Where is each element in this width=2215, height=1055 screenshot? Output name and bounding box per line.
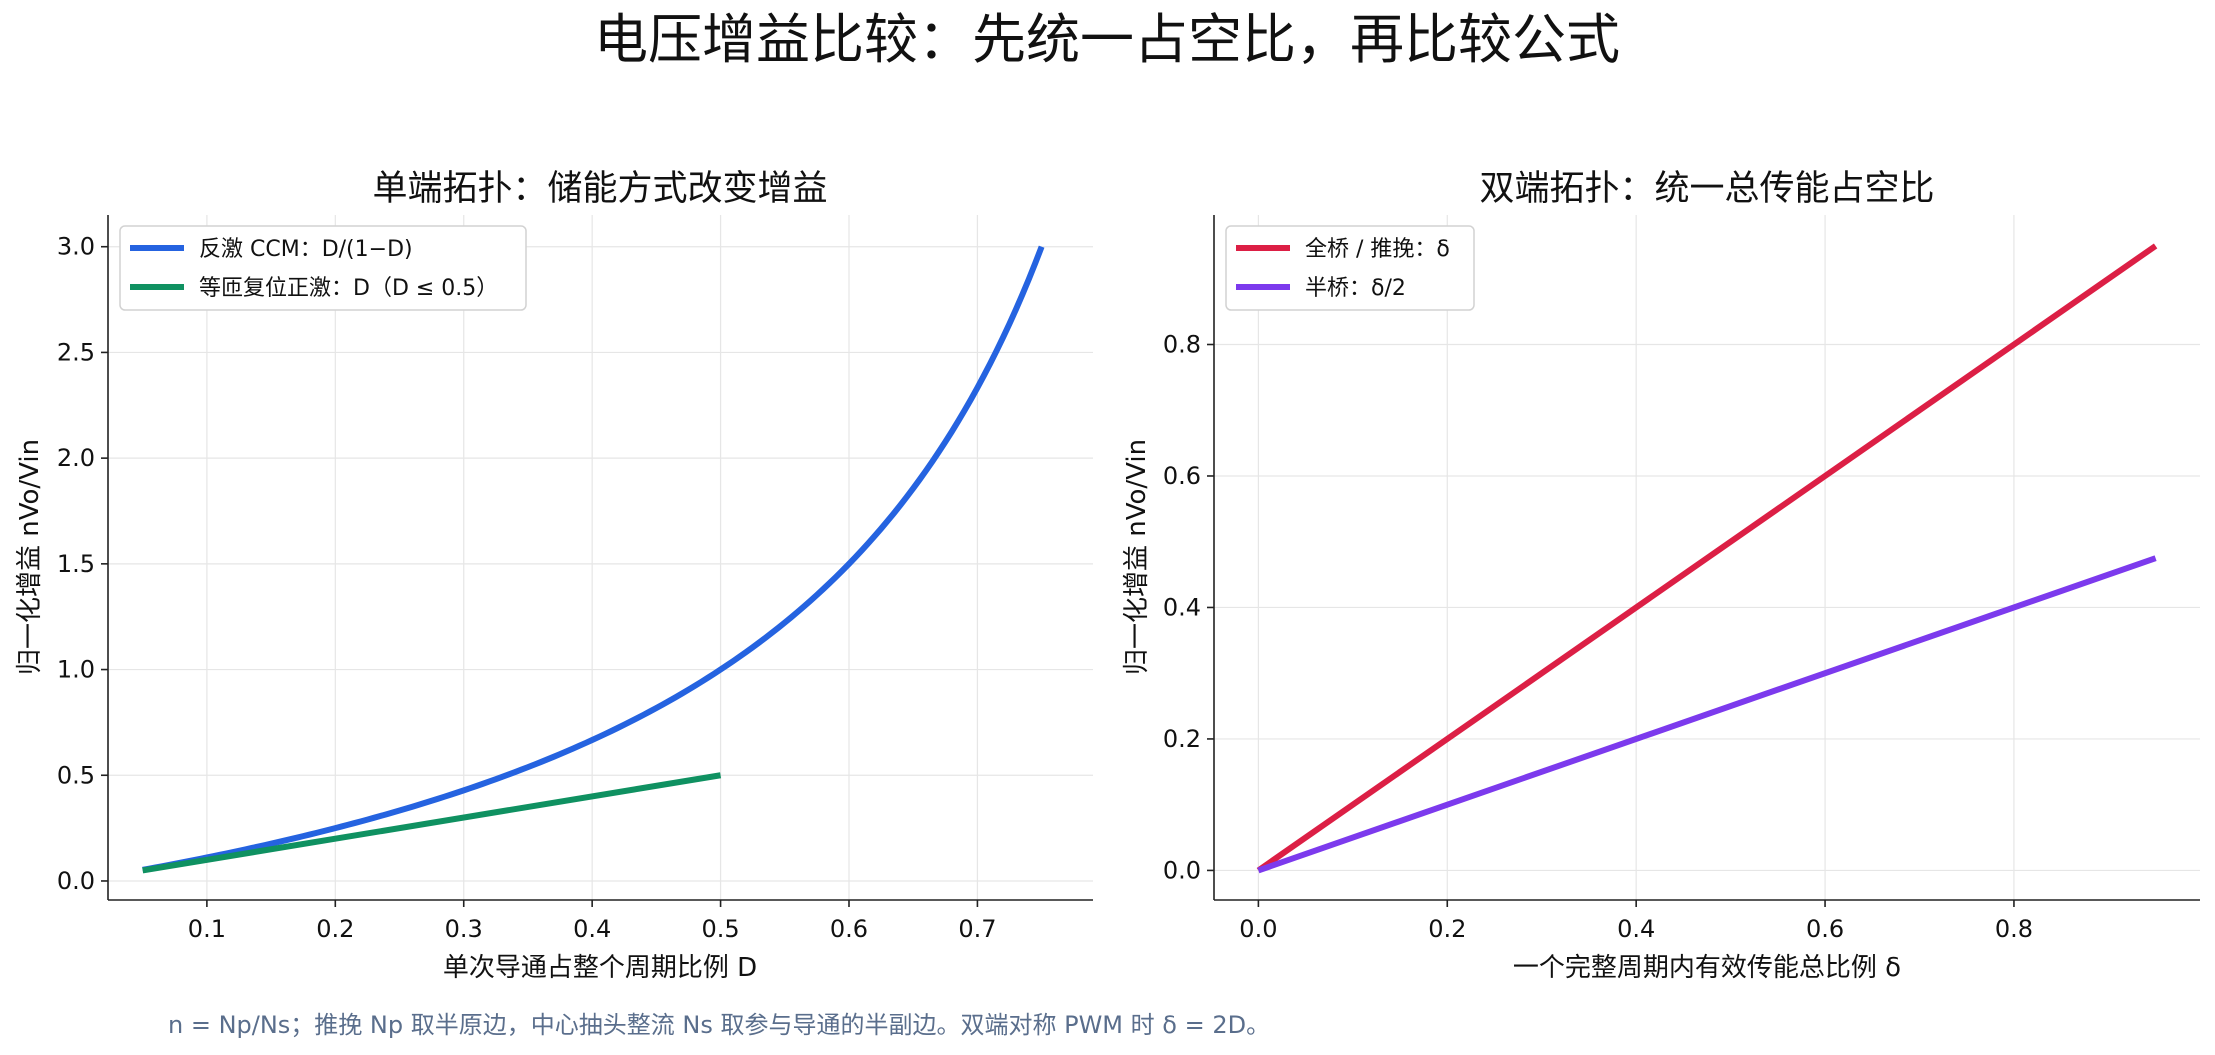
right-chart-ticks: 0.0 0.2 0.4 0.6 0.8 0.0 0.2 0.4 0.6 0.8	[1163, 331, 2033, 943]
right-chart-grid	[1214, 215, 2200, 900]
left-chart-y-axis-label: 归一化增益 nVo/Vin	[15, 439, 45, 675]
right-chart-y-tick-label: 0.2	[1163, 725, 1201, 753]
right-chart-x-tick-label: 0.0	[1239, 915, 1277, 943]
left-chart-series-flyback-ccm	[142, 245, 1045, 873]
figure-title: 电压增益比较：先统一占空比，再比较公式	[594, 8, 1620, 71]
right-chart-y-axis-label: 归一化增益 nVo/Vin	[1122, 439, 1152, 675]
left-chart-series	[142, 245, 1045, 874]
left-chart-y-tick-label: 3.0	[57, 233, 95, 261]
right-chart-title: 双端拓扑：统一总传能占空比	[1479, 169, 1934, 209]
left-chart-x-tick-label: 0.3	[445, 915, 483, 943]
right-chart-x-tick-label: 0.2	[1428, 915, 1466, 943]
right-chart-y-tick-label: 0.6	[1163, 462, 1201, 490]
left-chart-y-tick-label: 0.0	[57, 867, 95, 895]
right-chart-series	[1256, 243, 2158, 874]
left-chart-ticks: 0.1 0.2 0.3 0.4 0.5 0.6 0.7 0.0 0.5 1.0 1.5 2.0 2.5 3…	[57, 233, 997, 943]
left-chart-y-tick-label: 1.5	[57, 550, 95, 578]
left-chart-y-tick-label: 1.0	[57, 656, 95, 684]
legend-label-flyback: 反激 CCM：D/(1−D)	[199, 237, 413, 262]
figure-footnote: n = Np/Ns；推挽 Np 取半原边，中心抽头整流 Ns 取参与导通的半副边…	[168, 1011, 1270, 1039]
left-chart-x-tick-label: 0.4	[573, 915, 611, 943]
left-chart-x-tick-label: 0.7	[958, 915, 996, 943]
left-chart-y-tick-label: 2.5	[57, 338, 95, 366]
right-chart-series-half-bridge	[1257, 555, 2157, 874]
left-chart-x-tick-label: 0.1	[188, 915, 226, 943]
left-chart-title: 单端拓扑：储能方式改变增益	[372, 169, 827, 209]
right-chart-y-tick-label: 0.8	[1163, 331, 1201, 359]
left-chart-legend: 反激 CCM：D/(1−D) 等匝复位正激：D（D ≤ 0.5）	[119, 225, 527, 311]
right-chart-x-tick-label: 0.4	[1617, 915, 1655, 943]
left-chart-x-tick-label: 0.5	[701, 915, 739, 943]
right-chart-y-tick-label: 0.0	[1163, 856, 1201, 884]
left-chart-x-axis-label: 单次导通占整个周期比例 D	[443, 953, 757, 983]
left-chart-panel: 0.1 0.2 0.3 0.4 0.5 0.6 0.7 0.0 0.5 1.0 1.5 2.0 2.5 3…	[15, 169, 1093, 983]
left-chart-y-tick-label: 0.5	[57, 761, 95, 789]
left-chart-legend-box	[119, 225, 527, 311]
legend-label-half-bridge: 半桥：δ/2	[1305, 276, 1406, 301]
right-chart-series-full-bridge-push-pull	[1256, 243, 2158, 873]
left-chart-series-forward-equal-turns	[142, 772, 722, 874]
left-chart-y-tick-label: 2.0	[57, 444, 95, 472]
right-chart-y-tick-label: 0.4	[1163, 593, 1201, 621]
right-chart-legend: 全桥 / 推挽：δ 半桥：δ/2	[1225, 225, 1475, 311]
legend-label-full-bridge: 全桥 / 推挽：δ	[1305, 237, 1450, 262]
right-chart-x-axis-label: 一个完整周期内有效传能总比例 δ	[1513, 953, 1901, 983]
left-chart-grid	[108, 215, 1093, 900]
left-chart-x-tick-label: 0.2	[316, 915, 354, 943]
legend-label-forward: 等匝复位正激：D（D ≤ 0.5）	[199, 276, 498, 301]
left-chart-x-tick-label: 0.6	[830, 915, 868, 943]
right-chart-x-tick-label: 0.6	[1806, 915, 1844, 943]
right-chart-x-tick-label: 0.8	[1995, 915, 2033, 943]
right-chart-panel: 0.0 0.2 0.4 0.6 0.8 0.0 0.2 0.4 0.6 0.8 双端拓扑：统一总传…	[1122, 169, 2200, 983]
